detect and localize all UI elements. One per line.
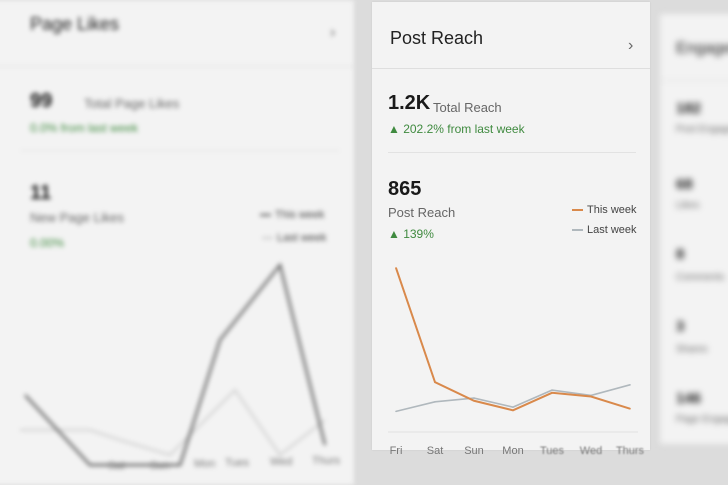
legend-this-week: This week [572,204,637,216]
x-tick-label: Wed [580,445,602,457]
card-title: Page Likes [30,14,120,34]
data-point [512,409,514,412]
card-header [372,2,650,69]
card-title: Engagement [676,40,728,57]
data-point [395,410,397,413]
left-series-last-week [20,388,326,457]
data-point [551,391,553,394]
stat-label: Shares [676,344,708,355]
total-change: ▲ 202.2% from last week [388,122,525,136]
post-reach-card: Post Reach › 1.2K Total Reach ▲ 202.2% f… [372,2,650,457]
chevron-right-icon[interactable]: › [330,24,336,41]
divider [388,152,636,153]
data-point [434,381,436,383]
data-point [512,406,514,408]
engagement-card: Engagement 182 Post Engagement 68 Likes … [660,14,728,444]
chevron-right-icon[interactable]: › [628,37,634,54]
total-label: Total Page Likes [84,96,180,111]
data-point [434,401,436,403]
x-tick: Mon [194,458,216,470]
metric-label: Post Reach [388,205,456,220]
total-change: 0.0% from last week [30,121,139,135]
data-point [551,389,553,391]
stat-value: 3 [676,318,685,335]
total-value: 1.2K [388,92,431,114]
legend-last-week: Last week [262,232,327,244]
x-tick-label: Sat [427,445,444,457]
x-tick: Sat [108,460,125,472]
x-tick: Wed [270,456,293,468]
data-point [473,399,475,402]
page-likes-card: Page Likes › 99 Total Page Likes 0.0% fr… [0,0,354,485]
left-series-this-week [24,262,327,467]
x-tick-label: Fri [390,445,403,457]
stat-value: 146 [676,390,702,407]
x-tick-label: Thurs [616,445,645,457]
left-line-chart [20,262,327,467]
metric-value: 11 [30,182,52,204]
data-point [629,407,631,410]
x-tick: Thurs [312,455,341,467]
post-reach-line-chart: Fri Sat Sun Mon Tues Wed Thurs [388,267,645,457]
metric-change: ▲ 139% [388,227,434,241]
stat-value: 182 [676,100,702,117]
stat-label: Comments [676,272,725,283]
data-point [395,267,397,269]
total-label: Total Reach [433,100,502,115]
total-value: 99 [30,90,53,112]
data-point [590,395,592,398]
card-header [660,14,728,81]
legend-swatch [572,209,583,212]
stat-value: 68 [676,176,693,193]
x-tick: Tues [225,457,250,469]
x-tick-label: Tues [540,445,565,457]
metric-change: 0.00% [30,236,65,250]
legend-last-week: Last week [572,224,637,236]
legend-label: Last week [587,224,637,236]
stat-value: 8 [676,246,685,263]
series-this-week [395,267,631,412]
x-tick: Sun [150,460,170,472]
data-point [629,384,631,386]
card-header [0,0,354,67]
legend-label: This week [587,204,637,216]
x-tick-label: Mon [502,445,523,457]
x-tick-label: Sun [464,445,484,457]
legend-this-week: This week [260,209,325,221]
metric-value: 865 [388,178,422,200]
stat-label: Likes [676,200,700,211]
stat-label: Post Engagement [676,124,728,135]
metric-label: New Page Likes [30,210,124,225]
stat-label: Page Engagement [676,414,728,425]
legend-swatch [572,229,583,232]
card-title: Post Reach [390,28,484,48]
data-point [473,397,475,399]
